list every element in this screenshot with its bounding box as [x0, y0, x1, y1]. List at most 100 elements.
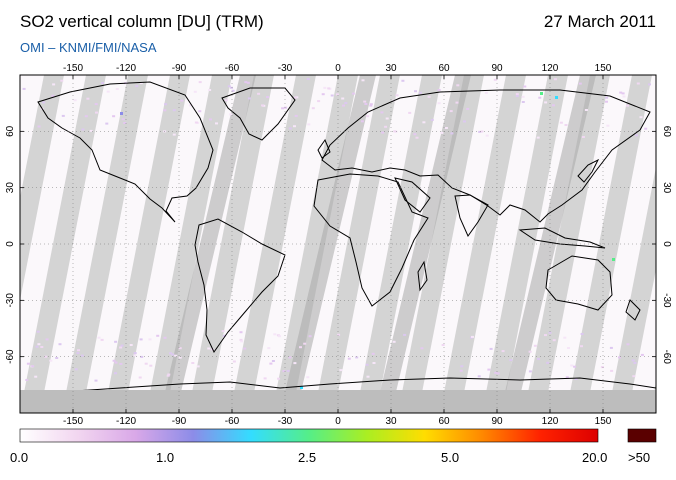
so2-pixel — [267, 347, 271, 350]
so2-pixel — [257, 92, 261, 95]
so2-pixel — [427, 95, 431, 98]
so2-pixel — [584, 109, 588, 111]
so2-pixel — [610, 369, 614, 372]
so2-pixel — [171, 353, 175, 356]
so2-pixel — [323, 86, 327, 89]
so2-pixel — [544, 334, 547, 337]
so2-pixel — [119, 346, 123, 349]
so2-pixel — [42, 101, 46, 104]
so2-pixel — [288, 127, 292, 130]
lon-tick-top: 30 — [385, 63, 397, 74]
so2-pixel — [194, 121, 198, 124]
so2-pixel — [489, 347, 493, 350]
so2-pixel — [441, 344, 445, 346]
so2-pixel — [600, 366, 604, 369]
so2-pixel — [455, 101, 459, 104]
so2-pixel — [515, 93, 519, 96]
so2-pixel — [269, 362, 273, 365]
so2-pixel — [337, 333, 341, 336]
so2-pixel — [282, 370, 286, 373]
so2-pixel — [321, 93, 325, 96]
colorbar — [19, 428, 599, 443]
so2-pixel — [119, 362, 123, 365]
so2-pixel — [174, 354, 178, 357]
so2-pixel — [208, 89, 212, 91]
lon-tick-top: -120 — [116, 63, 136, 74]
so2-pixel — [567, 347, 570, 349]
so2-pixel — [422, 121, 426, 124]
so2-pixel — [25, 379, 29, 381]
so2-pixel — [528, 350, 532, 353]
so2-pixel — [180, 99, 184, 102]
so2-pixel — [139, 82, 143, 85]
lat-tick-right: 0 — [661, 241, 672, 247]
lon-tick-top: 60 — [438, 63, 450, 74]
so2-pixel — [371, 352, 375, 355]
so2-pixel — [636, 82, 640, 85]
so2-pixel — [277, 377, 281, 380]
so2-pixel — [172, 133, 176, 136]
so2-pixel — [156, 334, 160, 337]
lon-tick-top: 120 — [542, 63, 559, 74]
so2-pixel — [61, 114, 65, 117]
so2-pixel — [101, 82, 104, 84]
so2-pixel — [478, 130, 482, 133]
so2-pixel — [515, 95, 519, 98]
so2-pixel — [86, 97, 90, 100]
so2-pixel — [148, 338, 152, 341]
so2-speckle — [22, 78, 651, 389]
so2-pixel — [380, 111, 384, 114]
coastline-india — [454, 194, 489, 238]
lon-tick-top: 90 — [491, 63, 503, 74]
so2-pixel — [306, 78, 310, 80]
lon-tick-bottom: 60 — [438, 416, 450, 427]
so2-pixel — [553, 78, 557, 81]
lat-tick-left: -60 — [5, 349, 16, 364]
so2-pixel — [487, 368, 491, 371]
so2-pixel — [626, 104, 629, 107]
so2-pixel — [459, 369, 463, 372]
no-data-swath — [20, 75, 106, 413]
so2-pixel — [112, 115, 116, 118]
so2-pixel — [37, 343, 41, 346]
no-data-swath — [398, 75, 484, 413]
so2-pixel — [105, 122, 109, 125]
so2-pixel — [644, 127, 648, 130]
so2-pixel — [546, 361, 550, 364]
coastline-british-isles — [317, 138, 331, 159]
so2-pixel — [573, 365, 577, 368]
so2-pixel — [166, 374, 170, 377]
so2-pixel — [164, 103, 168, 106]
so2-pixel — [622, 95, 626, 98]
so2-pixel — [115, 88, 119, 90]
so2-pixel — [293, 362, 297, 365]
lon-tick-bottom: 0 — [335, 416, 341, 427]
so2-pixel — [403, 333, 407, 336]
so2-pixel — [163, 336, 167, 339]
so2-pixel — [198, 110, 202, 113]
so2-pixel — [178, 356, 182, 359]
map-date: 27 March 2011 — [543, 12, 656, 31]
so2-pixel — [521, 95, 525, 98]
so2-pixel — [381, 131, 385, 134]
so2-pixel — [570, 364, 574, 367]
no-data-swath — [440, 75, 526, 413]
so2-pixel — [239, 338, 243, 341]
so2-pixel — [138, 376, 142, 379]
overlap-swath — [375, 75, 471, 413]
lon-tick-top: 150 — [595, 63, 612, 74]
lon-tick-top: -150 — [63, 63, 83, 74]
so2-pixel — [222, 334, 226, 337]
colorbar-label-3: 5.0 — [441, 450, 460, 465]
so2-pixel — [548, 331, 552, 334]
so2-pixel — [369, 104, 373, 107]
so2-pixel — [133, 354, 137, 357]
so2-pixel — [120, 344, 124, 347]
so2-pixel — [94, 379, 98, 382]
so2-pixel — [232, 360, 236, 363]
so2-pixel — [247, 97, 251, 100]
so2-pixel — [288, 356, 292, 359]
no-data-swath — [314, 75, 400, 413]
so2-pixel-high — [300, 386, 303, 389]
no-data-swath — [566, 75, 652, 413]
